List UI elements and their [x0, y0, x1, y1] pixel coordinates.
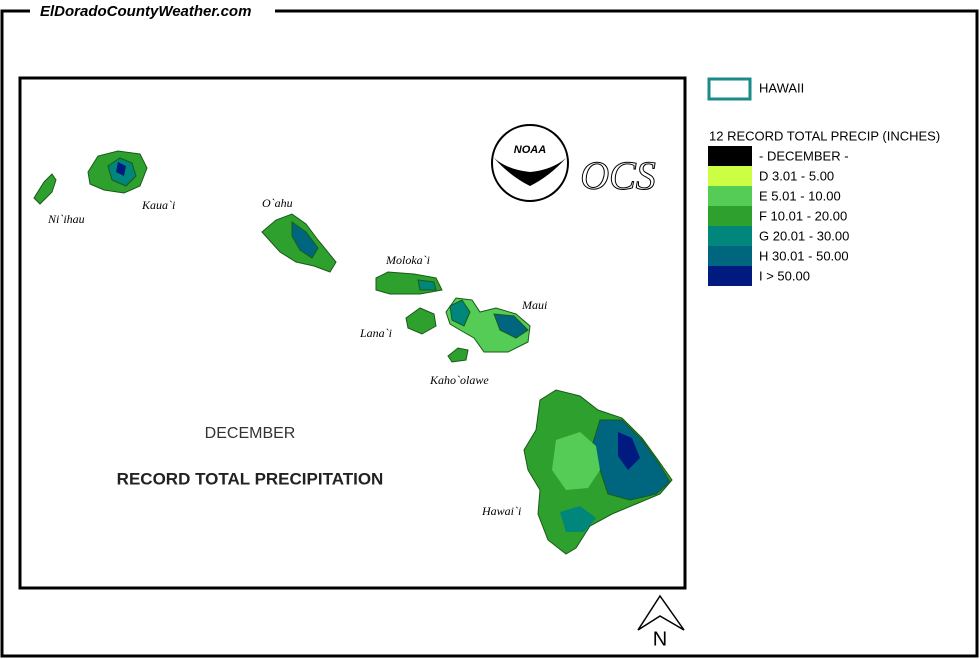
- island-label: Kaho`olawe: [429, 373, 489, 387]
- lanai: [405, 307, 437, 335]
- legend-swatch: [708, 266, 752, 286]
- noaa-text: NOAA: [514, 144, 546, 156]
- island-label: O`ahu: [262, 196, 293, 210]
- molokai-wet: [417, 279, 437, 291]
- legend-swatch: [708, 186, 752, 206]
- title-backdrop: [30, 2, 275, 22]
- site-name: ElDoradoCountyWeather.com: [40, 3, 251, 20]
- legend-swatch: [708, 246, 752, 266]
- legend-label: G 20.01 - 30.00: [759, 228, 849, 243]
- noaa-bird: [494, 158, 566, 186]
- island-label: Lana`i: [359, 326, 392, 340]
- island-label: Ni`ihau: [47, 212, 85, 226]
- maui-west-wet: [449, 299, 471, 327]
- hawaii-south-wet: [560, 506, 596, 532]
- legend-title: 12 RECORD TOTAL PRECIP (INCHES): [709, 128, 940, 143]
- ocs-logo: OCS: [580, 153, 656, 198]
- hawaii-peak: [618, 432, 640, 470]
- island-label: Hawai`i: [481, 504, 521, 518]
- outer-frame: [0, 9, 979, 658]
- hawaii-dry: [552, 432, 600, 490]
- north-arrow: [637, 594, 685, 631]
- state-label: HAWAII: [759, 80, 804, 95]
- legend-label: F 10.01 - 20.00: [759, 208, 847, 223]
- map-title: RECORD TOTAL PRECIPITATION: [117, 469, 384, 488]
- north-label: N: [653, 628, 667, 650]
- map-month: DECEMBER: [205, 425, 296, 442]
- state-swatch: [707, 77, 752, 101]
- legend-label: D 3.01 - 5.00: [759, 168, 834, 183]
- legend-label: E 5.01 - 10.00: [759, 188, 841, 203]
- legend-items: - DECEMBER - D 3.01 - 5.00 E 5.01 - 10.00 F…: [708, 146, 849, 286]
- oahu-wet: [291, 221, 319, 259]
- island-label: Moloka`i: [385, 253, 430, 267]
- legend-swatch: [708, 146, 752, 166]
- niihau: [33, 173, 57, 205]
- legend-label: I > 50.00: [759, 268, 810, 283]
- legend-label: - DECEMBER -: [759, 148, 849, 163]
- legend-label: H 30.01 - 50.00: [759, 248, 849, 263]
- island-label: Maui: [521, 298, 547, 312]
- kauai-peak: [116, 162, 126, 176]
- legend-swatch: [708, 206, 752, 226]
- kahoolawe: [447, 347, 469, 363]
- legend-swatch: [708, 166, 752, 186]
- noaa-logo: [491, 124, 569, 202]
- maui-east-wet: [493, 313, 529, 339]
- islands: [33, 150, 673, 555]
- legend-swatch: [708, 226, 752, 246]
- island-label: Kaua`i: [141, 198, 175, 212]
